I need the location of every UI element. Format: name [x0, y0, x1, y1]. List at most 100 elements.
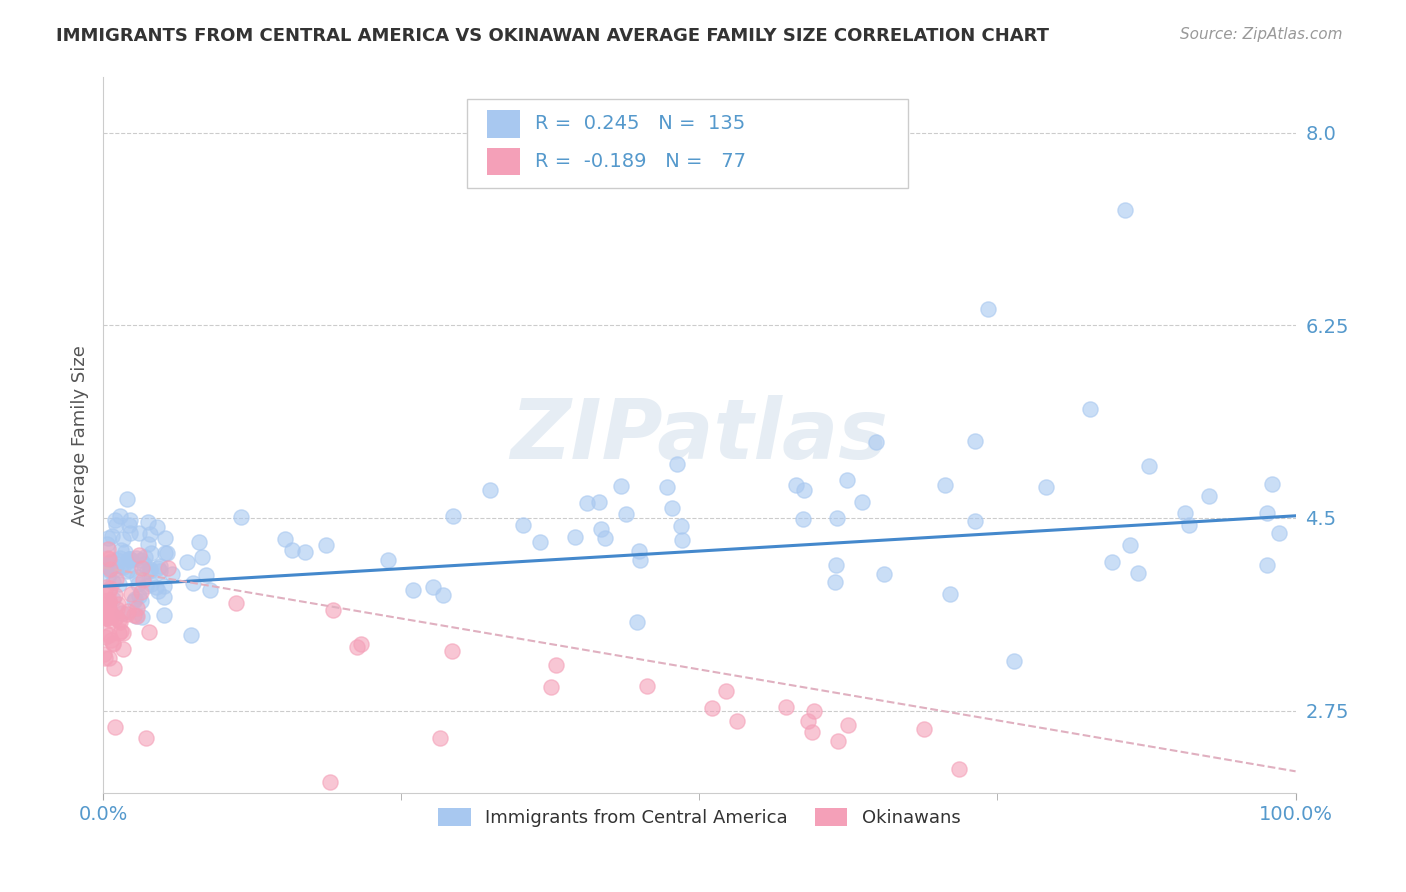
Point	[112, 533, 135, 547]
Point	[105, 610, 128, 624]
Point	[478, 483, 501, 498]
Point	[725, 714, 748, 728]
Point	[118, 551, 141, 566]
Point	[98, 562, 121, 576]
Point	[115, 491, 138, 506]
Point	[139, 546, 162, 560]
Point	[96, 536, 118, 550]
Point	[104, 561, 127, 575]
Point	[96, 611, 118, 625]
Point	[1002, 654, 1025, 668]
Text: Source: ZipAtlas.com: Source: ZipAtlas.com	[1180, 27, 1343, 42]
Point	[837, 473, 859, 487]
Point	[155, 531, 177, 545]
Point	[1256, 558, 1278, 572]
Point	[101, 529, 124, 543]
Point	[97, 551, 120, 566]
Point	[129, 552, 152, 566]
Point	[588, 495, 610, 509]
Point	[138, 515, 160, 529]
Point	[97, 551, 120, 566]
Point	[118, 552, 141, 566]
Point	[97, 570, 120, 584]
Point	[183, 575, 205, 590]
Point	[105, 517, 128, 532]
Point	[104, 610, 127, 624]
FancyBboxPatch shape	[486, 147, 520, 175]
Point	[319, 775, 342, 789]
Point	[93, 609, 115, 624]
Point	[104, 588, 127, 602]
Point	[429, 731, 451, 746]
Point	[117, 604, 139, 618]
Point	[118, 517, 141, 532]
Point	[139, 577, 162, 591]
Point	[1178, 518, 1201, 533]
Point	[273, 532, 295, 546]
Point	[610, 478, 633, 492]
Point	[148, 560, 170, 574]
Point	[98, 595, 121, 609]
Y-axis label: Average Family Size: Average Family Size	[72, 345, 89, 525]
Point	[135, 579, 157, 593]
Point	[100, 561, 122, 575]
Point	[98, 628, 121, 642]
Point	[294, 544, 316, 558]
Point	[775, 699, 797, 714]
Point	[136, 537, 159, 551]
Point	[153, 546, 176, 560]
Point	[132, 558, 155, 572]
Point	[637, 680, 659, 694]
Point	[111, 606, 134, 620]
Point	[716, 683, 738, 698]
Point	[827, 511, 849, 525]
Point	[134, 731, 156, 746]
Point	[108, 615, 131, 630]
Point	[139, 562, 162, 576]
Point	[111, 625, 134, 640]
Point	[125, 600, 148, 615]
Point	[122, 607, 145, 622]
Point	[627, 544, 650, 558]
Point	[146, 583, 169, 598]
Point	[108, 576, 131, 591]
Point	[127, 577, 149, 591]
Point	[837, 718, 859, 732]
Point	[104, 572, 127, 586]
Text: R =  0.245   N =  135: R = 0.245 N = 135	[534, 114, 745, 134]
Point	[1119, 538, 1142, 552]
FancyBboxPatch shape	[486, 111, 520, 137]
Point	[160, 566, 183, 581]
Point	[98, 564, 121, 578]
Point	[1174, 506, 1197, 520]
Point	[97, 593, 120, 607]
Point	[593, 531, 616, 545]
Point	[128, 525, 150, 540]
Text: ZIPatlas: ZIPatlas	[510, 395, 889, 476]
Point	[977, 301, 1000, 316]
Point	[1256, 506, 1278, 520]
Point	[118, 563, 141, 577]
Point	[98, 604, 121, 618]
Point	[96, 611, 118, 625]
Text: IMMIGRANTS FROM CENTRAL AMERICA VS OKINAWAN AVERAGE FAMILY SIZE CORRELATION CHAR: IMMIGRANTS FROM CENTRAL AMERICA VS OKINA…	[56, 27, 1049, 45]
Point	[614, 508, 637, 522]
Point	[1101, 555, 1123, 569]
Point	[1137, 459, 1160, 474]
Point	[94, 625, 117, 640]
Point	[1035, 480, 1057, 494]
Point	[105, 602, 128, 616]
Point	[544, 658, 567, 673]
Point	[657, 480, 679, 494]
Point	[110, 542, 132, 557]
Point	[873, 567, 896, 582]
Point	[131, 594, 153, 608]
Point	[129, 584, 152, 599]
Point	[803, 704, 825, 718]
Point	[97, 600, 120, 615]
Point	[669, 519, 692, 533]
Point	[793, 483, 815, 497]
Point	[100, 632, 122, 647]
Point	[104, 720, 127, 734]
Point	[938, 586, 960, 600]
